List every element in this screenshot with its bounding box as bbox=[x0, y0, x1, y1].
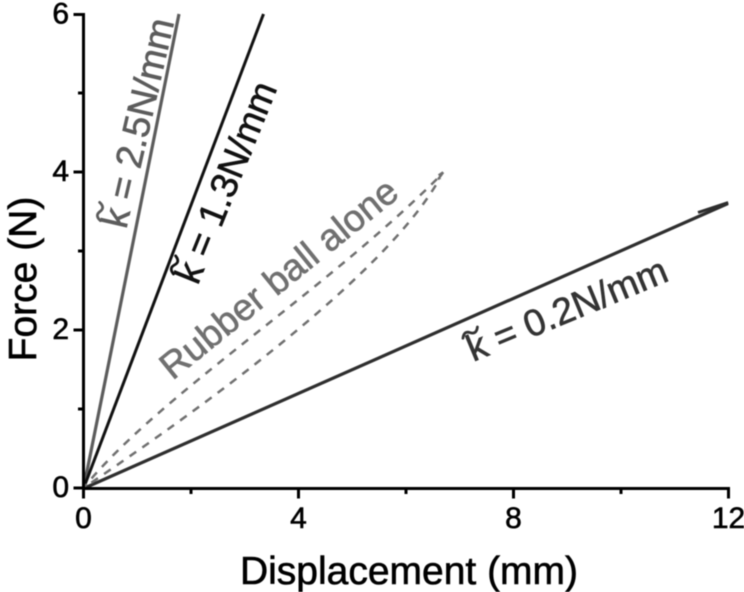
svg-text:k = 1.3N/mm: k = 1.3N/mm bbox=[166, 75, 285, 289]
svg-text:2: 2 bbox=[52, 313, 69, 346]
svg-text:12: 12 bbox=[712, 502, 744, 535]
svg-text:0: 0 bbox=[52, 471, 69, 504]
svg-text:8: 8 bbox=[505, 502, 522, 535]
svg-text:6: 6 bbox=[52, 0, 69, 31]
svg-text:Force (N): Force (N) bbox=[2, 197, 45, 362]
svg-text:Displacement (mm): Displacement (mm) bbox=[240, 550, 578, 592]
svg-text:4: 4 bbox=[290, 502, 307, 535]
svg-text:k = 2.5N/mm: k = 2.5N/mm bbox=[93, 14, 182, 232]
svg-text:4: 4 bbox=[52, 155, 69, 188]
svg-text:0: 0 bbox=[75, 502, 92, 535]
